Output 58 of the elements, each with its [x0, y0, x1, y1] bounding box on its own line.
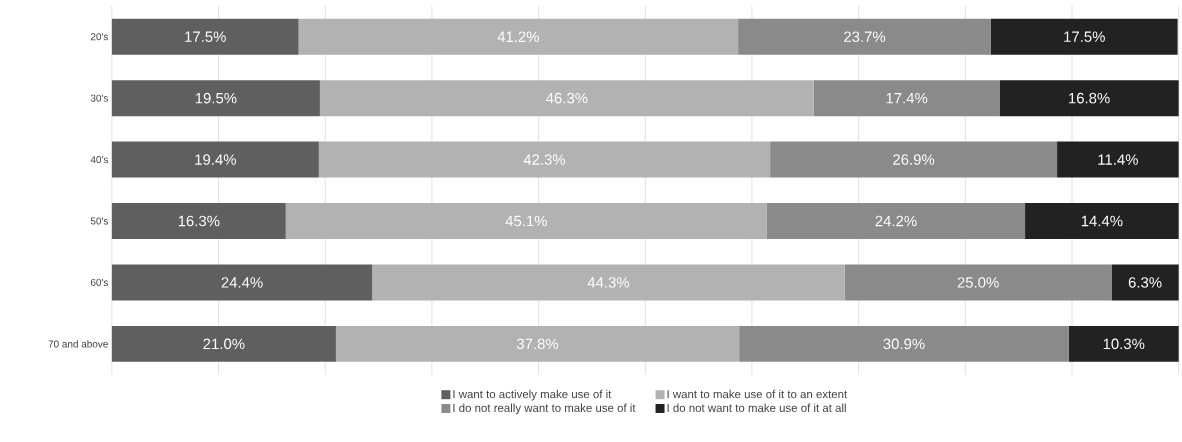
bar [335, 326, 740, 363]
legend-label: I want to make use of it to an extent [667, 390, 848, 399]
bar [990, 18, 1178, 55]
data-label: 17.5% [185, 31, 226, 43]
bar [1057, 141, 1179, 178]
y-tick-label: 40's [90, 156, 109, 164]
bar [813, 80, 1000, 117]
bar [372, 264, 845, 301]
data-label: 25.0% [957, 277, 999, 288]
bar [738, 18, 991, 55]
data-label: 16.8% [1069, 93, 1110, 104]
data-label: 19.5% [195, 93, 237, 104]
bar [1068, 326, 1179, 363]
data-label: 17.4% [886, 93, 928, 104]
data-label: 37.8% [516, 338, 559, 350]
data-label: 6.3% [1128, 277, 1162, 288]
data-label: 17.5% [1064, 31, 1105, 43]
data-label: 11.4% [1098, 154, 1138, 166]
legend-label: I do not really want to make use of it [453, 403, 636, 415]
data-label: 19.4% [195, 154, 236, 166]
bar [111, 264, 373, 301]
bar [999, 80, 1179, 117]
bar [318, 141, 771, 178]
bar [111, 18, 299, 55]
bar [111, 203, 286, 240]
bar [844, 264, 1112, 301]
data-label: 26.9% [893, 154, 935, 166]
data-label: 30.9% [883, 338, 925, 350]
y-tick-label: 30's [90, 94, 109, 102]
data-label: 44.3% [587, 277, 630, 288]
data-label: 46.3% [546, 93, 588, 104]
legend-label: I do not want to make use of it at all [667, 403, 846, 413]
data-label: 42.3% [523, 154, 566, 166]
bar [770, 141, 1058, 178]
data-label: 10.3% [1103, 338, 1145, 350]
y-tick-label: 60's [90, 279, 109, 287]
bar [739, 326, 1069, 363]
data-label: 24.2% [875, 215, 917, 227]
data-label: 14.4% [1081, 216, 1123, 227]
legend-label: I want to actively make use of it [453, 390, 612, 401]
bar [111, 141, 319, 178]
y-tick-label: 70 and above [48, 340, 108, 348]
bar [285, 203, 767, 240]
bar [298, 18, 739, 55]
bar [111, 80, 320, 117]
data-label: 16.3% [178, 215, 220, 227]
data-label: 41.2% [497, 31, 539, 43]
bar [319, 80, 814, 117]
bar [1111, 264, 1179, 301]
bar [111, 326, 336, 363]
y-tick-label: 20's [90, 33, 109, 41]
bar [1025, 203, 1179, 240]
bar [766, 203, 1026, 240]
data-label: 45.1% [505, 216, 547, 227]
y-tick-label: 50's [90, 217, 109, 225]
data-label: 23.7% [844, 31, 886, 43]
data-label: 21.0% [203, 338, 245, 350]
data-label: 24.4% [221, 277, 263, 288]
